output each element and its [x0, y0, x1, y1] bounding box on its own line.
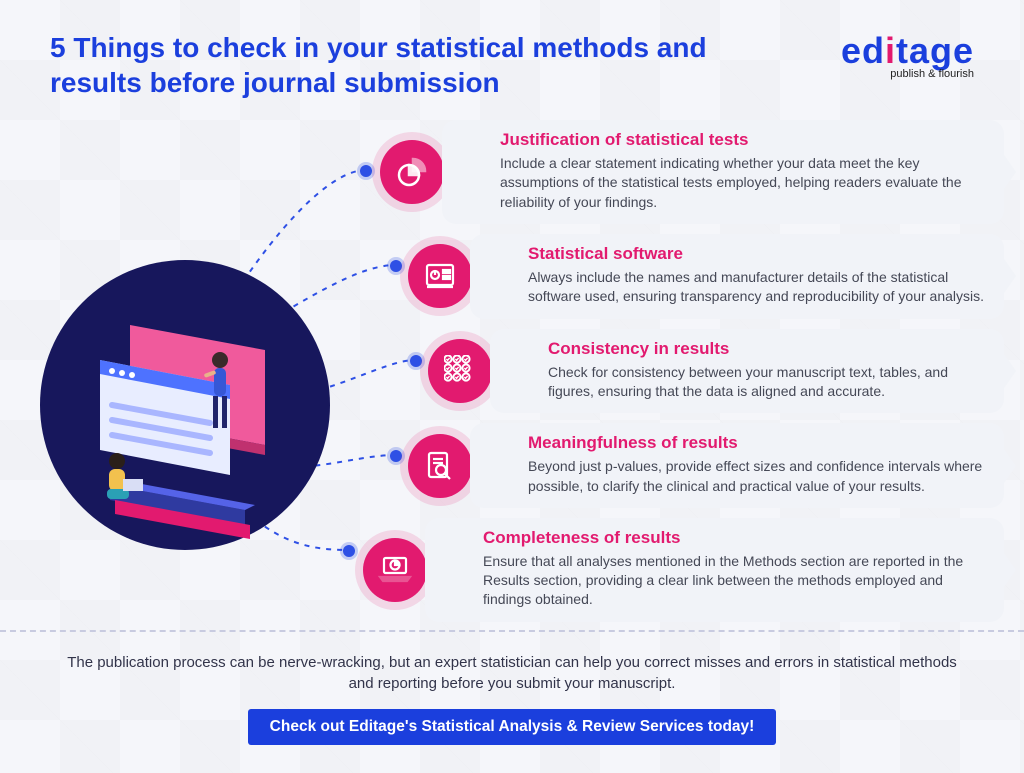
checklist-item: Completeness of results Ensure that all …: [318, 518, 1004, 622]
laptop-chart-icon: [363, 538, 427, 602]
pie-chart-icon: [380, 140, 444, 204]
checklist-item: Meaningfulness of results Beyond just p-…: [318, 423, 1004, 508]
hero-illustration: [40, 260, 330, 550]
item-title: Consistency in results: [548, 339, 986, 359]
item-title: Meaningfulness of results: [528, 433, 986, 453]
logo-wordmark: editage: [841, 30, 974, 72]
item-text: Include a clear statement indicating whe…: [500, 154, 986, 212]
item-text: Beyond just p-values, provide effect siz…: [528, 457, 986, 496]
checklist-items: Justification of statistical tests Inclu…: [318, 120, 1004, 632]
item-body: Consistency in results Check for consist…: [490, 329, 1004, 414]
item-title: Completeness of results: [483, 528, 986, 548]
item-text: Ensure that all analyses mentioned in th…: [483, 552, 986, 610]
item-text: Check for consistency between your manus…: [548, 363, 986, 402]
software-icon: [408, 244, 472, 308]
footer: The publication process can be nerve-wra…: [0, 630, 1024, 773]
item-text: Always include the names and manufacture…: [528, 268, 986, 307]
grid-check-icon: [428, 339, 492, 403]
checklist-item: Consistency in results Check for consist…: [318, 329, 1004, 414]
item-body: Justification of statistical tests Inclu…: [442, 120, 1004, 224]
item-body: Meaningfulness of results Beyond just p-…: [470, 423, 1004, 508]
item-body: Completeness of results Ensure that all …: [425, 518, 1004, 622]
item-title: Statistical software: [528, 244, 986, 264]
magnify-doc-icon: [408, 434, 472, 498]
footer-text: The publication process can be nerve-wra…: [60, 652, 964, 696]
checklist-item: Statistical software Always include the …: [318, 234, 1004, 319]
page-title: 5 Things to check in your statistical me…: [50, 30, 730, 100]
item-title: Justification of statistical tests: [500, 130, 986, 150]
checklist-item: Justification of statistical tests Inclu…: [318, 120, 1004, 224]
brand-logo: editage publish & flourish: [841, 30, 974, 80]
item-body: Statistical software Always include the …: [470, 234, 1004, 319]
cta-button[interactable]: Check out Editage's Statistical Analysis…: [248, 709, 777, 745]
